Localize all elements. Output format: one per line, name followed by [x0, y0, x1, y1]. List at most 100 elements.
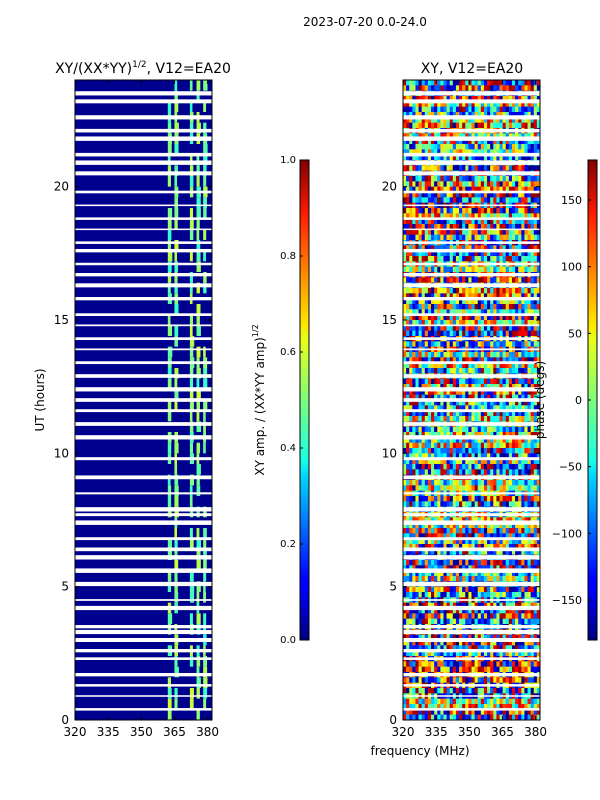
phase-cell	[511, 538, 516, 545]
phase-cell	[440, 437, 444, 444]
phase-cell	[536, 149, 540, 156]
phase-cell	[409, 544, 413, 550]
phase-cell	[440, 528, 444, 534]
phase-cell	[508, 528, 513, 534]
phase-cell	[499, 186, 504, 193]
phase-cell	[459, 592, 463, 598]
phase-cell	[434, 144, 438, 150]
phase-cell	[403, 85, 407, 92]
phase-cell	[499, 645, 504, 652]
phase-cell	[418, 565, 423, 572]
phase-cell	[449, 277, 454, 284]
phase-cell	[518, 501, 522, 508]
phase-cell	[533, 400, 538, 406]
phase-cell	[424, 538, 429, 545]
phase-cell	[446, 592, 451, 598]
phase-cell	[508, 277, 513, 284]
phase-cell	[521, 368, 525, 374]
phase-cell	[487, 330, 491, 337]
phase-cell	[465, 117, 469, 124]
phase-cell	[459, 640, 463, 646]
phase-cell	[459, 437, 463, 444]
phase-cell	[505, 165, 510, 172]
phase-cell	[527, 410, 532, 417]
phase-cell	[483, 453, 488, 460]
phase-cell	[421, 245, 426, 252]
phase-cell	[530, 224, 535, 230]
phase-cell	[434, 357, 438, 364]
phase-cell	[496, 357, 500, 364]
phase-cell	[493, 218, 497, 225]
phase-cell	[508, 480, 513, 486]
phase-cell	[403, 410, 407, 417]
phase-cell	[406, 277, 410, 284]
phase-cell	[424, 122, 429, 129]
phase-cell	[518, 325, 522, 332]
phase-cell	[490, 368, 494, 374]
phase-cell	[437, 309, 441, 316]
phase-cell	[468, 176, 472, 182]
phase-cell	[474, 426, 479, 433]
phase-cell	[465, 565, 469, 572]
phase-cell	[421, 293, 426, 300]
phase-cell	[493, 192, 497, 198]
phase-cell	[452, 485, 457, 492]
phase-cell	[452, 560, 457, 566]
phase-cell	[427, 368, 432, 374]
phase-cell	[477, 458, 482, 465]
phase-cell	[459, 144, 463, 150]
flagged-row	[75, 361, 212, 365]
phase-cell	[518, 80, 522, 86]
phase-cell	[440, 469, 444, 476]
phase-cell	[518, 368, 522, 374]
phase-cell	[505, 533, 510, 540]
phase-cell	[487, 154, 491, 161]
phase-cell	[499, 576, 504, 582]
phase-cell	[533, 394, 538, 401]
phase-cell	[471, 496, 476, 502]
phase-cell	[465, 96, 469, 102]
phase-cell	[406, 122, 410, 129]
bright-channel-cell	[167, 624, 172, 635]
phase-cell	[465, 544, 469, 550]
phase-cell	[508, 106, 513, 113]
phase-cell	[421, 368, 426, 374]
phase-cell	[471, 544, 476, 550]
phase-cell	[490, 570, 494, 577]
phase-cell	[533, 181, 538, 188]
phase-cell	[502, 384, 507, 390]
phase-cell	[412, 96, 416, 102]
phase-cell	[409, 618, 413, 625]
phase-cell	[502, 144, 507, 150]
phase-cell	[455, 144, 460, 150]
phase-cell	[499, 618, 504, 625]
phase-cell	[508, 96, 513, 102]
phase-cell	[452, 112, 457, 118]
phase-cell	[521, 586, 525, 593]
phase-cell	[440, 213, 444, 220]
phase-cell	[452, 357, 457, 364]
phase-cell	[459, 314, 463, 321]
phase-cell	[487, 608, 491, 614]
phase-cell	[421, 533, 426, 540]
phase-cell	[462, 277, 466, 284]
phase-cell	[449, 250, 454, 257]
phase-cell	[477, 245, 482, 252]
phase-cell	[403, 101, 407, 108]
phase-cell	[536, 320, 540, 326]
phase-cell	[511, 357, 516, 364]
phase-cell	[427, 618, 432, 625]
phase-cell	[421, 378, 426, 385]
bright-channel-cell	[167, 282, 171, 294]
phase-cell	[471, 192, 476, 198]
phase-cell	[468, 122, 472, 129]
phase-cell	[443, 549, 447, 556]
phase-cell	[499, 485, 504, 492]
phase-cell	[427, 288, 432, 294]
phase-cell	[487, 165, 491, 172]
phase-cell	[471, 330, 476, 337]
flagged-row	[75, 241, 212, 244]
phase-cell	[487, 528, 491, 534]
phase-cell	[406, 85, 410, 92]
phase-cell	[511, 533, 516, 540]
